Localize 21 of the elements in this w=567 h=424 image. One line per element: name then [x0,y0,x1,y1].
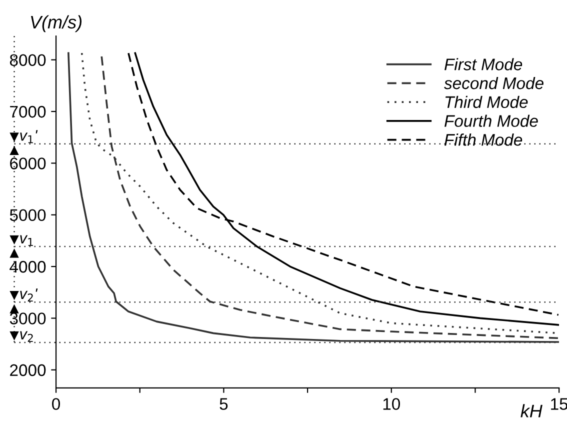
legend-label: Fifth Mode [444,134,522,146]
y-tick-label: 3000 [10,312,46,324]
x-tick-label: 5 [220,398,228,410]
ref-line-label: v$_{2}$' [20,288,38,302]
y-tick-label: 5000 [10,209,46,222]
y-tick-label: 6000 [10,158,46,170]
y-tick-label: 4000 [10,260,46,273]
y-tick-label: 8000 [10,54,46,66]
y-axis-title: V(m/s) [31,15,82,32]
x-tick-label: 0 [52,398,60,410]
ref-line-label: v$_{1}$ [20,235,33,246]
legend-label: Fourth Mode [444,114,538,127]
x-tick-label: 10 [383,398,400,410]
y-tick-label: 2000 [10,364,46,376]
legend-label: First Mode [444,58,522,70]
legend-label: Third Mode [446,96,528,108]
ref-line-label: v$_{1}$' [20,130,38,144]
ref-line-label: v$_{2}$ [20,331,33,342]
x-axis-title: kH [520,404,542,418]
y-tick-label: 7000 [10,106,46,118]
legend-label: second Mode [444,76,544,90]
